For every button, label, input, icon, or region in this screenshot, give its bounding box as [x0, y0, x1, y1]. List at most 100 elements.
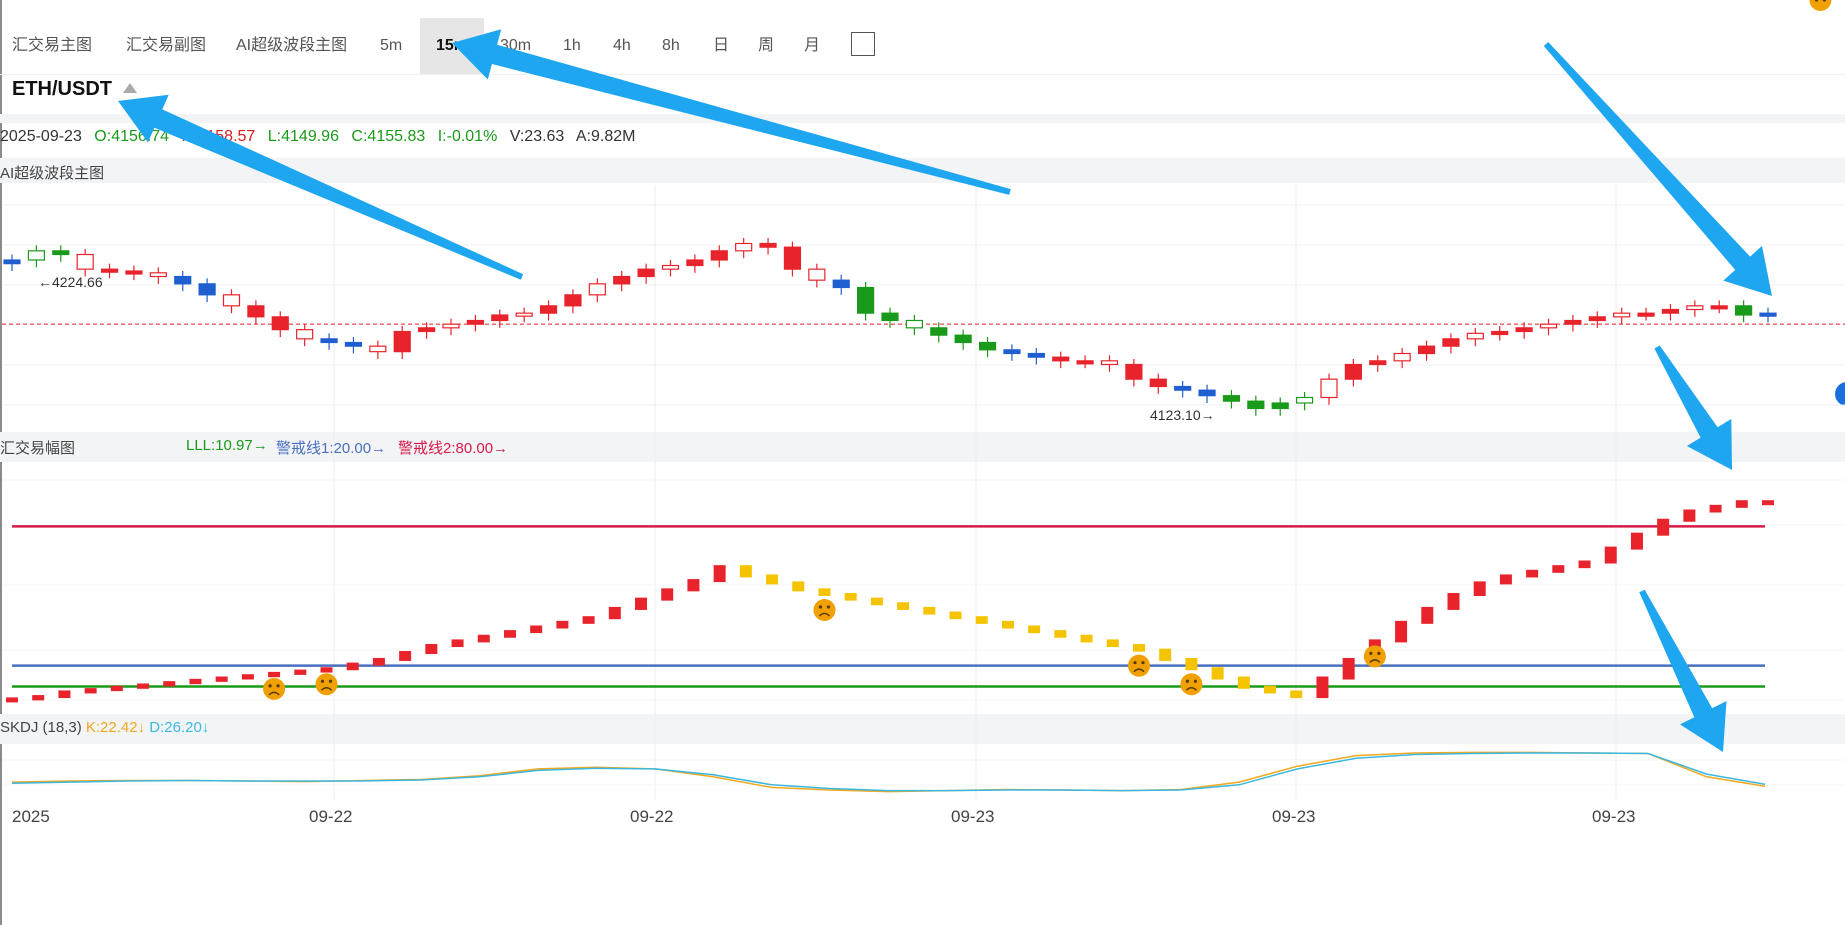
x-label-2: 09-22 — [630, 807, 674, 826]
candle-body — [588, 283, 606, 296]
candle-body — [1393, 352, 1411, 362]
face-eye — [1193, 679, 1198, 683]
amplitude-bar — [6, 697, 18, 703]
candle-body — [1076, 360, 1094, 365]
sad-face-icon — [315, 673, 338, 696]
tab-ai-wave[interactable]: AI超级波段主图 — [236, 37, 348, 54]
kdj-k-value: K:22.42↓ — [85, 719, 146, 736]
amplitude-bar — [949, 611, 962, 620]
face-eye — [1822, 0, 1827, 2]
candle-body — [271, 316, 289, 331]
symbol-title[interactable]: ETH/USDT — [12, 78, 112, 100]
candle-body — [857, 286, 875, 314]
face-eye — [268, 684, 272, 688]
candle-body — [100, 268, 119, 273]
candle-body — [564, 294, 582, 307]
candle-body — [613, 275, 631, 285]
amplitude-bar — [530, 625, 543, 634]
x-label-3: 09-23 — [951, 807, 995, 826]
candle-body — [1759, 312, 1777, 317]
amplitude-bar — [110, 685, 123, 692]
amplitude-bar — [635, 597, 648, 610]
amplitude-bar — [661, 588, 674, 601]
period-4h[interactable]: 4h — [613, 37, 631, 54]
amplitude-bar — [1211, 667, 1224, 680]
candle-body — [905, 319, 923, 329]
candle-body — [125, 270, 143, 275]
amplitude-bar — [372, 657, 385, 666]
amplitude-bar — [1264, 685, 1277, 694]
candle-body — [1222, 395, 1241, 402]
ohlc-volume: V:23.63 — [509, 128, 565, 145]
candle-body — [1735, 305, 1753, 316]
amplitude-bar — [1526, 569, 1539, 578]
period-5m[interactable]: 5m — [380, 37, 403, 54]
face-mouth — [818, 612, 831, 617]
candle-body — [1149, 378, 1167, 388]
more-periods-checkbox[interactable] — [851, 32, 875, 56]
amplitude-bar — [844, 593, 857, 601]
amplitude-bar — [1421, 606, 1434, 624]
amplitude-bar — [1683, 509, 1696, 522]
sad-face-icon — [1127, 654, 1150, 677]
face-eye — [276, 684, 280, 688]
amplitude-bar — [1316, 676, 1329, 699]
legend-alert1: 警戒线1:20.00→ — [276, 440, 387, 457]
period-week[interactable]: 周 — [758, 37, 775, 54]
candle-body — [1637, 312, 1655, 317]
period-8h[interactable]: 8h — [662, 37, 680, 54]
face-mouth — [268, 691, 280, 696]
annotation-arrow-icon — [1543, 42, 1772, 296]
sub-title-band — [0, 432, 1845, 462]
legend-alert2: 警戒线2:80.00→ — [398, 440, 509, 457]
amplitude-bar — [1001, 620, 1014, 629]
candle-body — [3, 259, 21, 265]
scroll-handle[interactable] — [1835, 382, 1845, 406]
tab-main-chart[interactable]: 汇交易主图 — [12, 37, 93, 54]
kdj-d-value: D:26.20↓ — [149, 719, 210, 736]
candle-body — [198, 283, 216, 296]
d-line — [11, 752, 1766, 792]
amplitude-bar — [1132, 644, 1145, 652]
candle-body — [1320, 378, 1338, 399]
amplitude-bar — [1499, 574, 1512, 585]
face-eye — [1814, 0, 1819, 2]
candle-body — [686, 259, 704, 267]
amplitude-bar — [294, 669, 307, 675]
amplitude-bar — [1080, 634, 1093, 643]
face-eye — [1185, 679, 1190, 683]
amplitude-bar — [503, 630, 516, 638]
candle-body — [149, 272, 167, 278]
legend-lll: LLL:10.97→ — [186, 437, 268, 454]
kdj-panel-title: SKDJ (18,3) K:22.42↓ D:26.20↓ — [0, 719, 209, 736]
amplitude-bar — [399, 651, 412, 661]
ohlc-amount: A:9.82M — [575, 128, 636, 145]
amplitude-bar — [32, 695, 45, 701]
candle-body — [759, 242, 777, 248]
amplitude-bar — [1054, 630, 1067, 638]
candle-body — [1198, 389, 1216, 397]
face-eye — [1369, 651, 1373, 656]
candle-body — [1247, 400, 1265, 410]
face-eye — [1133, 661, 1137, 665]
period-day[interactable]: 日 — [713, 37, 730, 54]
x-label-1: 09-22 — [309, 807, 353, 826]
main-panel-title: AI超级波段主图 — [0, 165, 105, 182]
amplitude-bar — [1237, 676, 1250, 689]
amplitude-bar — [687, 579, 700, 592]
ohlc-date: 2025-09-23 — [0, 128, 82, 145]
caret-up-icon[interactable] — [123, 83, 137, 93]
face-mouth — [320, 686, 333, 691]
amplitude-bar — [713, 565, 726, 583]
amplitude-bar — [189, 678, 202, 685]
tab-sub-chart[interactable]: 汇交易副图 — [126, 37, 207, 54]
ohlc-close: C:4155.83 — [351, 128, 426, 145]
candle-body — [710, 250, 728, 261]
candle-body — [27, 250, 45, 261]
face-eye — [1141, 661, 1145, 665]
amplitude-bar — [320, 667, 333, 673]
period-month[interactable]: 月 — [804, 37, 821, 54]
candle-body — [1588, 316, 1606, 322]
period-1h[interactable]: 1h — [563, 37, 581, 54]
